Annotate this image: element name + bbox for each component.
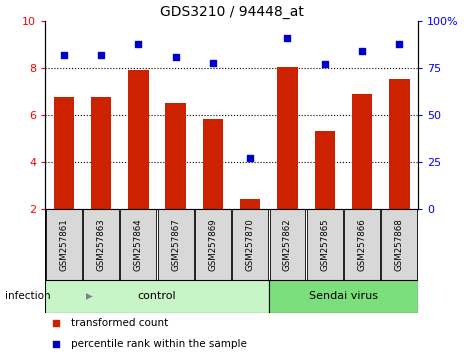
Text: GSM257867: GSM257867 bbox=[171, 218, 180, 271]
Text: infection: infection bbox=[5, 291, 50, 302]
Bar bbox=[158, 209, 193, 280]
Text: GSM257865: GSM257865 bbox=[320, 218, 329, 271]
Title: GDS3210 / 94448_at: GDS3210 / 94448_at bbox=[160, 5, 304, 19]
Point bbox=[209, 60, 217, 65]
Text: GSM257870: GSM257870 bbox=[246, 218, 255, 271]
Bar bbox=[352, 94, 372, 209]
Point bbox=[247, 155, 254, 161]
Point bbox=[172, 54, 180, 60]
Point bbox=[321, 62, 329, 67]
Text: GSM257866: GSM257866 bbox=[358, 218, 367, 271]
Bar bbox=[270, 209, 305, 280]
Bar bbox=[128, 70, 149, 209]
Point bbox=[330, 53, 337, 59]
Point bbox=[284, 35, 291, 41]
Point bbox=[97, 52, 105, 58]
Bar bbox=[389, 79, 409, 209]
Text: control: control bbox=[138, 291, 176, 302]
Text: Sendai virus: Sendai virus bbox=[309, 291, 378, 302]
Bar bbox=[307, 209, 342, 280]
Bar bbox=[195, 209, 231, 280]
Text: GSM257863: GSM257863 bbox=[96, 218, 105, 271]
Point bbox=[358, 48, 366, 54]
Point bbox=[60, 52, 67, 58]
Bar bbox=[165, 103, 186, 209]
Text: GSM257869: GSM257869 bbox=[209, 218, 218, 270]
Bar bbox=[344, 209, 380, 280]
Bar bbox=[83, 209, 119, 280]
Bar bbox=[232, 209, 268, 280]
Bar bbox=[240, 200, 260, 209]
Bar bbox=[45, 280, 269, 313]
Point bbox=[330, 238, 337, 244]
Bar bbox=[381, 209, 417, 280]
Bar bbox=[54, 97, 74, 209]
Bar bbox=[277, 67, 298, 209]
Text: GSM257862: GSM257862 bbox=[283, 218, 292, 271]
Point bbox=[134, 41, 142, 47]
Bar bbox=[269, 280, 418, 313]
Text: GSM257868: GSM257868 bbox=[395, 218, 404, 271]
Text: GSM257864: GSM257864 bbox=[134, 218, 143, 271]
Point bbox=[396, 41, 403, 47]
Text: transformed count: transformed count bbox=[71, 319, 169, 329]
Bar bbox=[203, 119, 223, 209]
Bar bbox=[314, 131, 335, 209]
Text: percentile rank within the sample: percentile rank within the sample bbox=[71, 339, 247, 349]
Bar bbox=[46, 209, 82, 280]
Text: GSM257861: GSM257861 bbox=[59, 218, 68, 271]
Bar bbox=[121, 209, 156, 280]
Bar bbox=[91, 97, 111, 209]
